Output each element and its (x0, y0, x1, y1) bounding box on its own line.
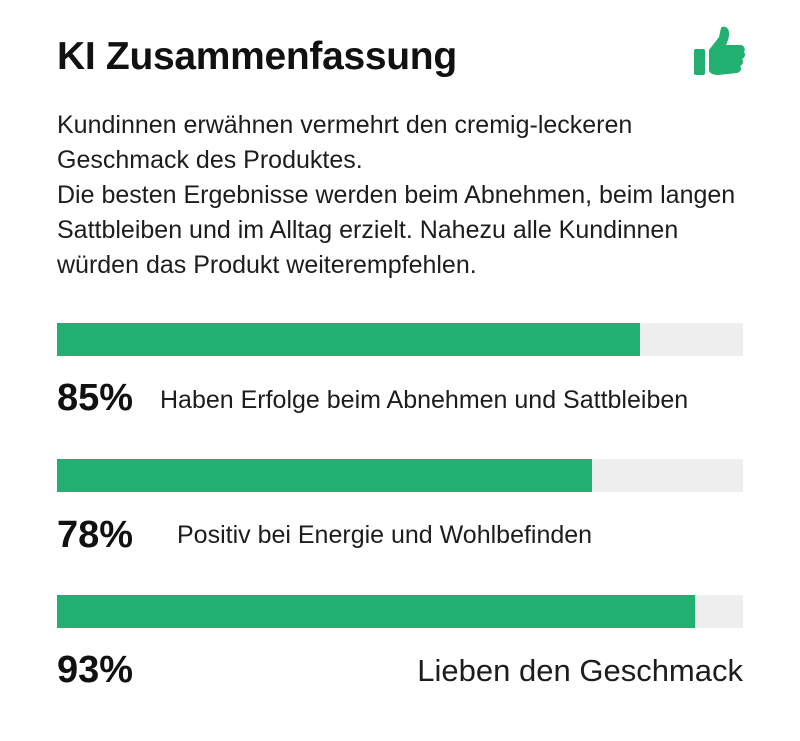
percent-value: 93% (57, 649, 134, 691)
percent-value: 78% (57, 514, 134, 556)
progress-fill (57, 595, 695, 628)
stat-label: Haben Erfolge beim Abnehmen und Sattblei… (160, 386, 689, 414)
progress-bar-taste (57, 595, 743, 628)
summary-text: Kundinnen erwähnen vermehrt den cremig-l… (57, 108, 757, 283)
progress-bar-energy (57, 459, 743, 492)
progress-fill (57, 323, 641, 356)
summary-paragraph: Die besten Ergebnisse werden beim Abnehm… (57, 181, 736, 279)
progress-bar-weight-loss (57, 323, 743, 356)
percent-value: 85% (57, 377, 134, 419)
stat-label: Positiv bei Energie und Wohlbefinden (177, 521, 593, 549)
stat-label: Lieben den Geschmack (417, 653, 743, 688)
page-title: KI Zusammenfassung (57, 35, 457, 78)
summary-paragraph: Kundinnen erwähnen vermehrt den cremig-l… (57, 111, 633, 174)
progress-fill (57, 459, 593, 492)
thumbs-up-icon (694, 26, 746, 75)
